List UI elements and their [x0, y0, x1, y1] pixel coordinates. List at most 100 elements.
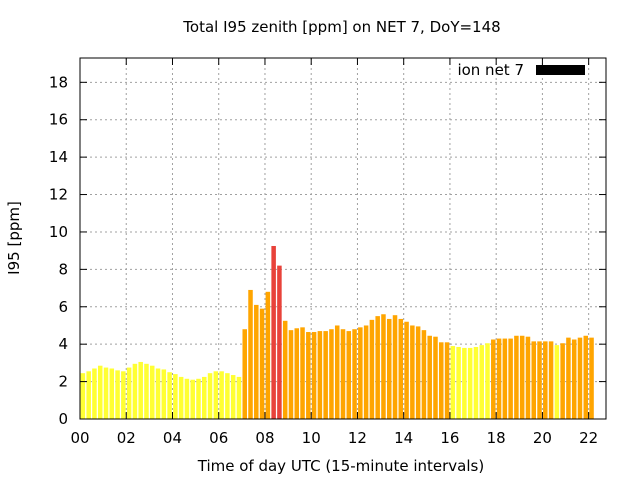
bar	[213, 371, 219, 419]
bar	[288, 330, 294, 419]
x-tick-label: 04	[163, 429, 182, 447]
x-tick-label: 10	[302, 429, 321, 447]
bar	[184, 378, 190, 419]
bar	[398, 318, 404, 419]
x-tick-label: 16	[440, 429, 459, 447]
bar	[259, 308, 265, 419]
legend-swatch	[536, 65, 585, 75]
x-tick-label: 12	[348, 429, 367, 447]
bar	[196, 378, 201, 419]
bar	[439, 342, 444, 419]
bar	[392, 315, 398, 419]
bar	[282, 320, 288, 419]
x-tick-label: 08	[255, 429, 274, 447]
bar	[329, 329, 334, 419]
x-tick-label: 18	[487, 429, 506, 447]
bar	[219, 371, 224, 419]
bar	[167, 372, 172, 419]
bar	[97, 365, 103, 419]
bar	[421, 330, 427, 419]
bar	[340, 329, 346, 419]
plot-frame	[79, 57, 607, 420]
bar	[92, 368, 97, 419]
x-tick-label: 20	[533, 429, 552, 447]
bar	[138, 361, 143, 419]
bar	[317, 331, 323, 419]
bar	[496, 338, 502, 419]
bar	[410, 325, 415, 419]
bar	[323, 331, 328, 419]
y-tick-label: 4	[58, 335, 68, 353]
bar	[115, 370, 120, 419]
bar	[571, 339, 577, 419]
bar	[577, 337, 583, 419]
bar	[178, 376, 184, 419]
bar	[514, 335, 519, 419]
bar	[334, 325, 340, 419]
y-tick-label: 2	[58, 373, 68, 391]
y-tick-label: 0	[58, 410, 68, 428]
bar	[369, 319, 375, 419]
bar	[149, 365, 155, 419]
bar	[485, 343, 490, 419]
bar	[80, 373, 86, 419]
bar	[548, 341, 554, 419]
bar	[543, 341, 548, 419]
bar	[589, 337, 594, 419]
bar	[537, 341, 542, 419]
bar	[508, 338, 513, 419]
bar	[248, 289, 253, 419]
y-tick-label: 12	[49, 186, 68, 204]
bar	[265, 291, 271, 419]
bar	[103, 367, 109, 419]
bar	[161, 369, 167, 419]
legend: ion net 7	[457, 61, 585, 79]
bar	[386, 318, 392, 419]
bar	[433, 336, 438, 419]
bar	[202, 376, 207, 419]
bar	[277, 265, 282, 419]
y-tick-label: 14	[49, 148, 68, 166]
bar	[462, 347, 467, 419]
bar	[404, 321, 409, 419]
bar	[155, 368, 161, 419]
x-tick-label: 14	[394, 429, 413, 447]
bar	[190, 379, 195, 419]
bar	[173, 374, 178, 419]
bar	[427, 335, 432, 419]
bar	[144, 363, 149, 419]
bar	[254, 304, 259, 419]
chart-title: Total I95 zenith [ppm] on NET 7, DoY=148	[182, 18, 500, 36]
bar	[375, 316, 380, 419]
bar	[473, 346, 479, 419]
bar	[444, 342, 450, 419]
bar	[363, 325, 369, 419]
bar	[566, 337, 571, 419]
bar	[300, 327, 305, 419]
bar	[294, 328, 300, 419]
bar	[352, 329, 357, 419]
y-tick-label: 18	[49, 73, 68, 91]
bars-layer	[80, 245, 594, 419]
bar	[531, 341, 537, 419]
bar	[358, 327, 363, 419]
bar	[491, 339, 496, 419]
bar	[121, 371, 126, 419]
bar	[271, 245, 276, 419]
legend-label: ion net 7	[457, 61, 524, 79]
grid-layer	[80, 58, 606, 419]
bar	[456, 346, 461, 419]
bar	[415, 326, 421, 419]
bar	[519, 335, 525, 419]
y-tick-label: 10	[49, 223, 68, 241]
x-tick-label: 06	[209, 429, 228, 447]
bar	[207, 373, 213, 419]
bar	[583, 335, 589, 419]
bar	[479, 345, 484, 419]
bar	[554, 345, 560, 419]
x-tick-label: 02	[117, 429, 136, 447]
bar	[381, 314, 386, 419]
y-axis-label: I95 [ppm]	[5, 201, 23, 275]
